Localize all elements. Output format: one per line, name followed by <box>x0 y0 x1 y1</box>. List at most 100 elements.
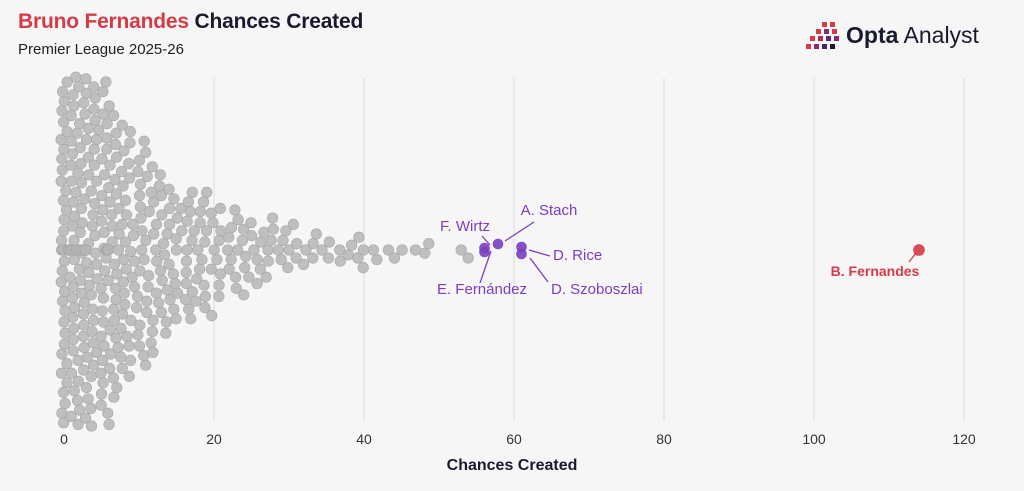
player-dot <box>111 268 123 280</box>
player-dot <box>91 273 103 285</box>
player-dot <box>105 209 118 221</box>
player-dot <box>123 340 135 352</box>
player-dot <box>163 218 176 230</box>
player-dot <box>57 194 70 206</box>
highlight-label: D. Szoboszlai <box>551 281 643 298</box>
player-dot <box>146 161 158 173</box>
player-dot <box>353 231 365 243</box>
player-dot <box>55 367 68 379</box>
player-dot <box>110 127 122 139</box>
player-dot <box>117 276 129 288</box>
player-dot <box>180 255 192 267</box>
player-dot <box>198 196 210 208</box>
player-dot <box>205 207 217 219</box>
player-dot <box>141 295 153 307</box>
player-dot <box>101 143 113 155</box>
player-dot <box>85 185 97 197</box>
player-dot <box>133 154 145 166</box>
player-dot <box>98 169 111 181</box>
player-dot <box>110 332 122 344</box>
player-dot <box>150 287 163 299</box>
player-dot <box>88 103 100 115</box>
player-dot <box>180 266 192 279</box>
player-dot <box>123 158 135 170</box>
player-dot <box>75 177 87 189</box>
player-dot <box>102 407 114 419</box>
player-dot <box>419 247 431 259</box>
player-dot <box>99 265 111 277</box>
player-dot <box>191 273 203 285</box>
player-dot <box>157 238 170 250</box>
player-dot <box>87 303 99 315</box>
player-dot <box>58 316 70 328</box>
player-dot <box>86 326 98 338</box>
player-dot <box>109 138 121 150</box>
player-dot <box>112 244 125 256</box>
player-dot <box>186 234 198 246</box>
player-dot <box>86 220 99 232</box>
player-dot <box>76 217 88 229</box>
player-dot <box>334 255 346 267</box>
player-dot <box>141 170 153 182</box>
player-dot <box>71 127 83 139</box>
player-dot <box>107 109 120 122</box>
player-dot <box>85 402 97 415</box>
player-dot <box>90 175 103 187</box>
label-leader-line <box>481 235 491 246</box>
player-dot <box>110 151 123 163</box>
player-dot <box>68 210 81 222</box>
player-dot <box>352 252 364 264</box>
player-dot <box>120 263 132 275</box>
player-dot <box>245 217 257 229</box>
player-dot <box>67 345 79 357</box>
player-dot <box>141 306 153 319</box>
player-dot <box>154 169 166 181</box>
player-dot <box>103 418 115 431</box>
player-dot <box>211 254 223 266</box>
player-dot <box>188 225 200 237</box>
player-dot <box>111 382 123 394</box>
player-dot <box>73 404 86 416</box>
player-dot <box>104 159 116 171</box>
player-dot <box>80 87 92 99</box>
player-dot <box>181 244 193 256</box>
player-dot <box>184 206 196 218</box>
chart-title: Bruno Fernandes Chances Created <box>18 10 363 34</box>
player-dot <box>134 319 146 331</box>
player-dot <box>186 186 198 198</box>
player-dot <box>132 329 144 341</box>
player-dot <box>297 258 310 271</box>
player-dot <box>72 375 84 387</box>
player-dot <box>56 85 69 98</box>
player-dot <box>113 202 125 214</box>
player-dot <box>357 244 370 256</box>
player-dot <box>88 143 100 155</box>
player-dot <box>67 311 79 323</box>
player-dot <box>97 316 110 328</box>
player-dot <box>124 172 136 184</box>
player-dot <box>132 166 144 178</box>
player-dot <box>145 186 157 198</box>
player-dot <box>134 201 146 213</box>
player-dot <box>123 370 135 383</box>
player-dot <box>96 305 108 317</box>
player-dot <box>265 234 277 246</box>
player-dot <box>254 263 266 275</box>
player-dot <box>194 217 206 229</box>
player-dot <box>80 382 92 394</box>
x-tick-label: 60 <box>506 431 522 447</box>
player-dot <box>89 230 101 242</box>
brand-name: Opta Analyst <box>846 22 979 49</box>
player-dot <box>58 255 71 267</box>
player-dot <box>70 71 82 83</box>
player-dot <box>182 196 194 208</box>
player-dot <box>124 354 137 367</box>
player-dot <box>367 244 380 256</box>
player-dot <box>214 202 226 214</box>
player-dot <box>136 244 148 256</box>
player-dot <box>118 145 130 157</box>
player-dot <box>140 234 152 246</box>
highlight-dot <box>492 238 504 250</box>
player-dot <box>169 278 181 290</box>
player-dot <box>101 132 113 144</box>
